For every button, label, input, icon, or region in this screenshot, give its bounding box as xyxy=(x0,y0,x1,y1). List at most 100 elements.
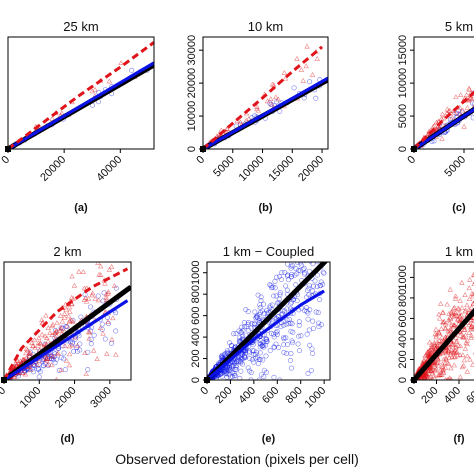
data-point-red xyxy=(86,335,92,341)
data-point-red xyxy=(460,362,467,368)
data-point-red xyxy=(54,328,60,334)
data-point-red xyxy=(65,313,72,319)
data-point-red xyxy=(451,314,457,320)
data-point-blue xyxy=(277,292,283,298)
data-point-blue xyxy=(88,304,94,310)
y-tick-label: 1000 xyxy=(397,265,409,289)
fit-line-blue xyxy=(207,289,325,380)
data-point-red xyxy=(110,315,116,321)
data-point-blue xyxy=(102,336,108,342)
data-point-red xyxy=(58,324,64,330)
panel-label: (f) xyxy=(454,433,465,445)
data-point-red xyxy=(255,107,261,113)
data-point-blue xyxy=(31,362,37,368)
x-tick-label: 600 xyxy=(464,385,474,406)
data-point-blue xyxy=(269,302,275,308)
data-point-red xyxy=(461,123,467,129)
data-point-blue xyxy=(307,79,313,85)
data-point-red xyxy=(89,88,95,94)
data-point-red xyxy=(74,342,81,348)
plot-frame xyxy=(3,261,132,381)
data-point-red xyxy=(447,327,453,333)
data-point-red xyxy=(90,347,97,353)
data-point-blue xyxy=(238,330,244,336)
data-point-blue xyxy=(314,272,320,278)
data-point-red xyxy=(462,307,469,313)
data-point-blue xyxy=(309,227,313,231)
data-point-red xyxy=(450,341,457,347)
data-point-red xyxy=(50,321,56,327)
data-point-red xyxy=(80,269,86,274)
data-point-red xyxy=(113,351,119,357)
data-point-red xyxy=(69,342,75,348)
data-point-blue xyxy=(284,287,290,293)
data-point-red xyxy=(27,367,34,372)
data-point-red xyxy=(449,311,455,317)
data-point-blue xyxy=(257,357,263,363)
data-point-blue xyxy=(238,368,244,374)
panel-title: 2 km xyxy=(53,244,81,259)
data-point-red xyxy=(254,103,260,109)
panel-title: 10 km xyxy=(248,19,283,34)
data-point-blue xyxy=(260,357,266,363)
data-point-blue xyxy=(246,350,252,356)
data-point-blue xyxy=(261,374,267,380)
data-point-blue xyxy=(238,359,244,365)
data-point-red xyxy=(438,123,444,128)
data-point-red xyxy=(464,353,471,359)
data-point-red xyxy=(45,338,51,344)
data-point-blue xyxy=(233,364,239,370)
panel-title: 1 km xyxy=(445,244,473,259)
data-point-blue xyxy=(298,333,304,339)
data-point-blue xyxy=(320,269,326,275)
data-point-blue xyxy=(264,310,270,316)
data-point-blue xyxy=(291,85,297,91)
data-point-red xyxy=(455,110,462,116)
data-point-blue xyxy=(61,350,67,356)
data-point-blue xyxy=(305,316,311,322)
data-point-red xyxy=(66,351,73,357)
data-point-red xyxy=(468,335,474,341)
data-point-blue xyxy=(214,373,220,379)
marks-4 xyxy=(4,262,131,380)
data-point-blue xyxy=(277,290,283,296)
data-point-red xyxy=(90,290,96,296)
data-point-red xyxy=(435,356,442,362)
data-point-red xyxy=(428,344,435,350)
data-point-blue xyxy=(267,303,273,309)
fit-line-red xyxy=(8,41,154,149)
data-point-red xyxy=(460,335,467,340)
data-point-red xyxy=(422,370,429,376)
data-point-blue xyxy=(246,348,252,354)
shared-x-axis-label: Observed deforestation (pixels per cell) xyxy=(115,451,359,467)
data-point-blue xyxy=(259,308,265,314)
plot-frame xyxy=(202,36,329,150)
x-tick-label: 15000 xyxy=(266,154,296,184)
data-point-blue xyxy=(241,324,247,330)
panel-5: 1 km − Coupled(e)0 200 400 600 8001000020040… xyxy=(190,190,331,445)
data-point-blue xyxy=(88,336,94,342)
data-point-red xyxy=(57,313,64,318)
x-tick-label: 200 xyxy=(213,385,234,406)
data-point-red xyxy=(97,263,104,269)
data-point-blue xyxy=(321,190,325,194)
data-point-red xyxy=(448,349,454,355)
data-point-red xyxy=(439,111,446,117)
data-point-red xyxy=(470,291,474,297)
data-point-red xyxy=(54,320,60,325)
data-point-blue xyxy=(272,278,278,284)
data-point-blue xyxy=(254,314,260,320)
data-point-red xyxy=(64,323,70,329)
data-point-blue xyxy=(279,270,285,276)
data-point-blue xyxy=(227,374,233,380)
data-point-blue xyxy=(310,262,316,267)
data-point-red xyxy=(224,125,230,131)
data-point-blue xyxy=(257,350,263,356)
data-point-red xyxy=(92,296,98,301)
data-point-blue xyxy=(242,354,248,360)
data-point-red xyxy=(430,347,437,353)
data-point-blue xyxy=(247,355,253,361)
data-point-red xyxy=(294,55,300,61)
data-point-red xyxy=(246,116,252,121)
data-point-blue xyxy=(284,273,290,279)
